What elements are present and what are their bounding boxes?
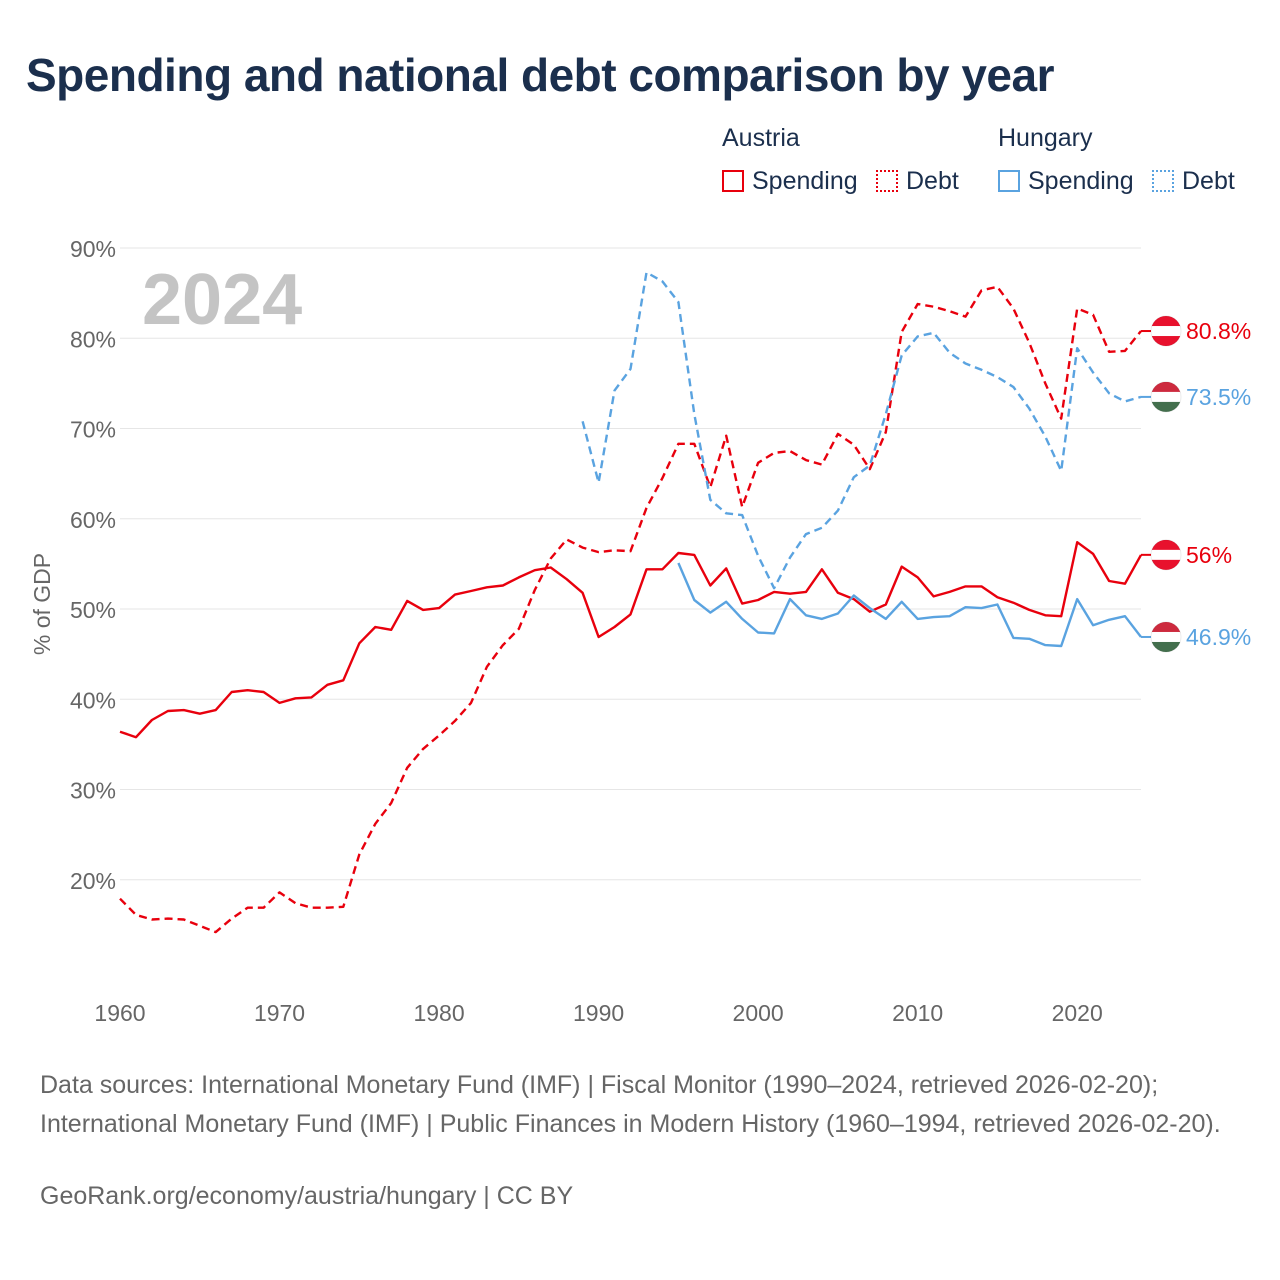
x-tick-label: 2010 — [892, 1000, 943, 1026]
legend-hungary-debt[interactable]: Debt — [1152, 165, 1235, 197]
year-watermark: 2024 — [142, 260, 302, 340]
austria-flag-icon — [1151, 539, 1181, 570]
y-tick-label: 30% — [70, 778, 116, 804]
flag-stripe — [1151, 631, 1181, 643]
line-chart: 2024 20% 30% 40% 50% 60% 70% 80% 90% 1960 1970 198… — [29, 236, 1251, 1026]
legend-hungary-spending-swatch — [998, 170, 1020, 192]
legend-austria-debt-swatch — [876, 170, 898, 192]
legend-hungary-debt-swatch — [1152, 170, 1174, 192]
end-value-label: 46.9% — [1186, 624, 1251, 650]
legend-austria-spending-swatch — [722, 170, 744, 192]
flag-stripe — [1151, 391, 1181, 403]
axes: 20% 30% 40% 50% 60% 70% 80% 90% 1960 1970 1980 1990… — [70, 236, 1103, 1026]
y-tick-label: 60% — [70, 507, 116, 533]
hungary-flag-icon — [1151, 621, 1181, 652]
x-tick-label: 2020 — [1052, 1000, 1103, 1026]
hungary-flag-icon — [1151, 381, 1181, 412]
series-line-hungary-spending[interactable] — [677, 562, 1142, 648]
series-lines — [119, 271, 1143, 934]
flag-stripe — [1151, 641, 1181, 652]
x-tick-label: 1960 — [94, 1000, 145, 1026]
flag-stripe — [1151, 401, 1181, 412]
legend-hungary-spending[interactable]: Spending — [998, 165, 1134, 197]
data-sources: Data sources: International Monetary Fun… — [40, 1071, 1221, 1138]
series-line-austria-spending[interactable] — [119, 541, 1143, 739]
series-line-austria-debt[interactable] — [119, 285, 1142, 934]
flag-stripe — [1151, 316, 1181, 327]
end-value-label: 73.5% — [1186, 384, 1251, 410]
x-tick-label: 1970 — [254, 1000, 305, 1026]
legend-hungary-spending-label: Spending — [1028, 166, 1134, 195]
flag-ring — [1150, 315, 1182, 347]
flag-ring — [1150, 381, 1182, 413]
gridlines — [120, 247, 1141, 881]
flag-stripe — [1151, 381, 1181, 393]
flag-stripe — [1151, 539, 1181, 551]
x-tick-label: 1980 — [413, 1000, 464, 1026]
y-tick-label: 40% — [70, 687, 116, 713]
chart-title: Spending and national debt comparison by… — [26, 49, 1055, 101]
legend-austria-debt-label: Debt — [906, 166, 959, 195]
legend-austria-debt[interactable]: Debt — [876, 165, 959, 197]
y-tick-label: 50% — [70, 597, 116, 623]
legend-hungary-debt-label: Debt — [1182, 166, 1235, 195]
flag-stripe — [1151, 549, 1181, 561]
y-tick-label: 70% — [70, 417, 116, 443]
series-line-hungary-debt[interactable] — [581, 271, 1142, 590]
end-labels: 56% 80.8% 46.9% 73.5% — [1141, 315, 1251, 653]
flag-stripe — [1151, 559, 1181, 570]
y-tick-label: 90% — [70, 236, 116, 262]
flag-stripe — [1151, 326, 1181, 337]
legend-austria-spending[interactable]: Spending — [722, 165, 858, 197]
flag-stripe — [1151, 336, 1181, 347]
end-value-label: 80.8% — [1186, 318, 1251, 344]
x-tick-label: 1990 — [573, 1000, 624, 1026]
y-tick-label: 80% — [70, 326, 116, 352]
y-axis-label: % of GDP — [29, 553, 55, 655]
credit-link[interactable]: GeoRank.org/economy/austria/hungary | CC… — [40, 1182, 574, 1210]
legend-austria-label: Austria — [722, 124, 800, 152]
y-tick-label: 20% — [70, 868, 116, 894]
legend-hungary-label: Hungary — [998, 124, 1093, 152]
austria-flag-icon — [1151, 316, 1181, 347]
x-tick-label: 2000 — [733, 1000, 784, 1026]
legend-austria-spending-label: Spending — [752, 166, 858, 195]
flag-stripe — [1151, 621, 1181, 633]
end-value-label: 56% — [1186, 542, 1232, 568]
flag-ring — [1150, 539, 1182, 571]
flag-ring — [1150, 621, 1182, 653]
